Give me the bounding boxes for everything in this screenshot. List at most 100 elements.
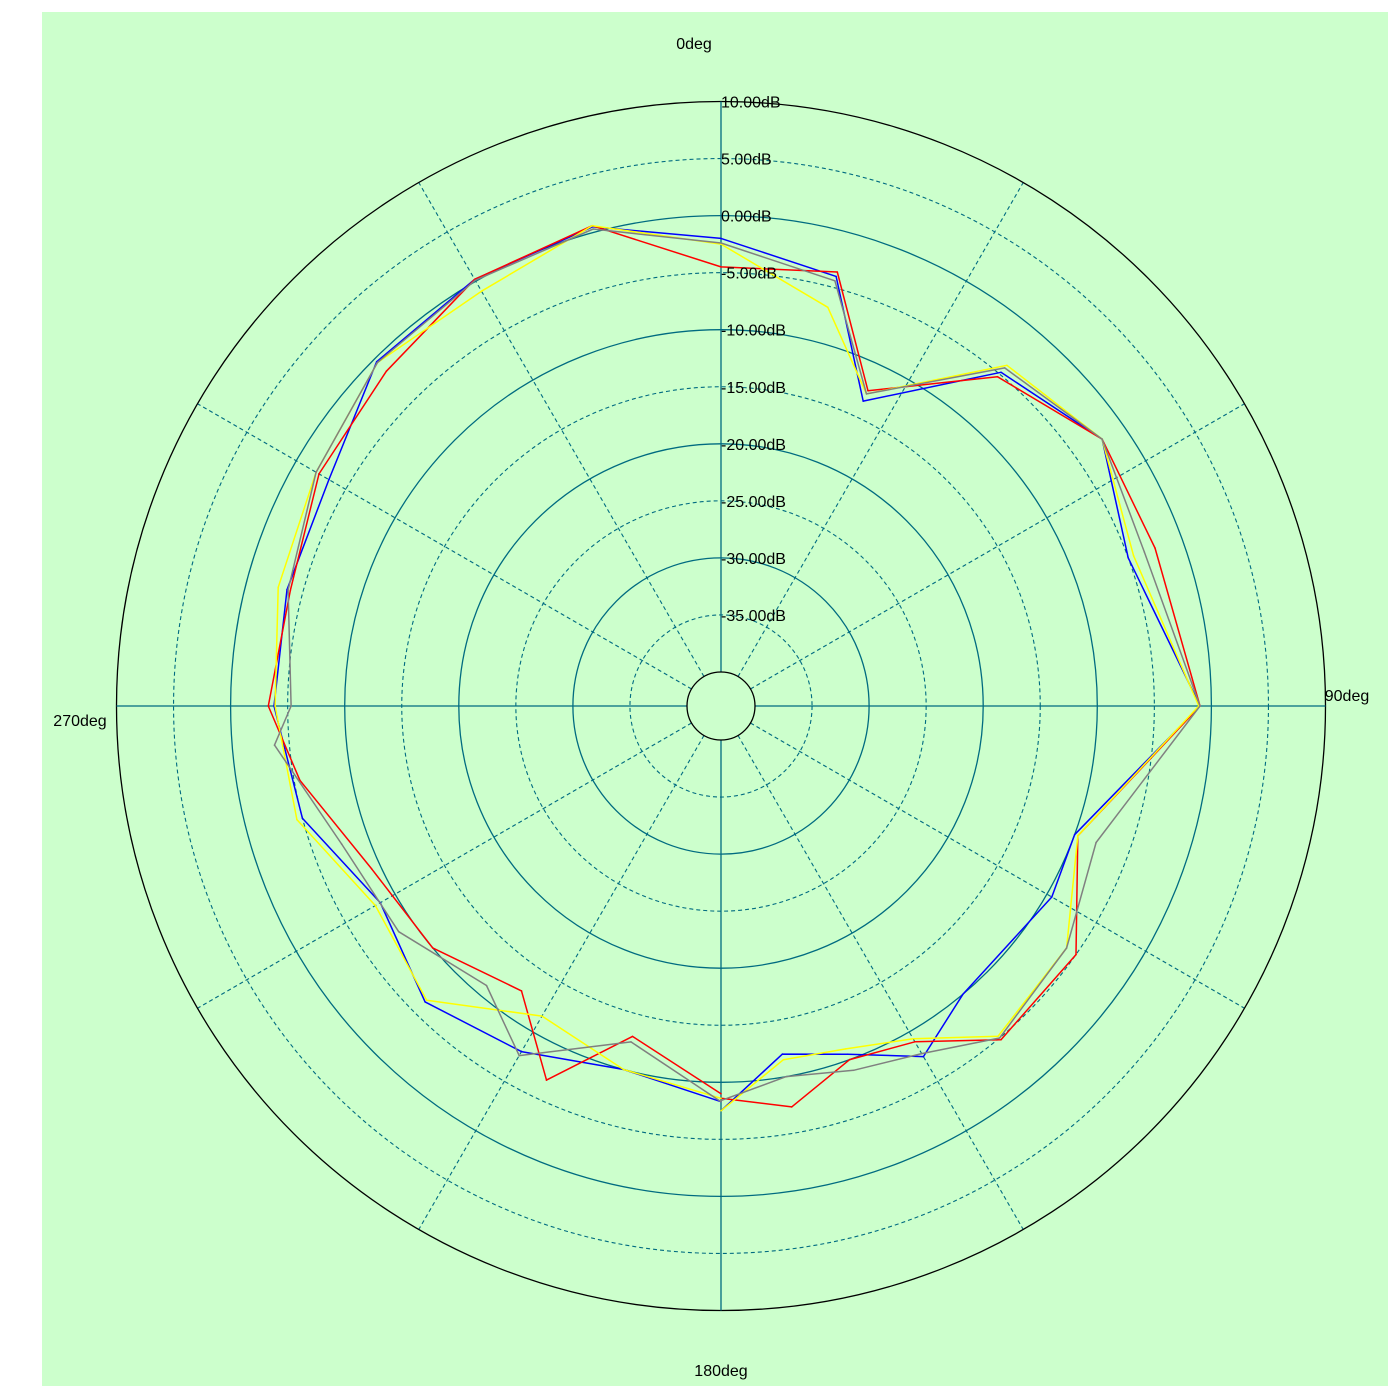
series-2-point	[370, 868, 373, 870]
series-2-point	[1075, 953, 1077, 956]
radial-tick-label: -15.00dB	[721, 380, 786, 397]
series-3-point	[1006, 364, 1008, 367]
radial-tick-label: -35.00dB	[721, 608, 786, 625]
series-3-point	[374, 904, 377, 907]
angle-gridline	[750, 722, 1245, 1009]
series-4-point	[518, 1054, 520, 1057]
angle-label-0: 0deg	[676, 36, 712, 53]
radial-tick-label: -30.00dB	[721, 551, 786, 568]
radial-tick-label: 10.00dB	[721, 95, 781, 112]
series-2-point	[1000, 1038, 1002, 1041]
series-1-point	[328, 478, 330, 481]
series-4-point	[920, 1052, 923, 1055]
series-4-point	[1199, 705, 1201, 707]
series-3-point	[720, 1110, 722, 1112]
series-line-2	[267, 224, 1201, 1108]
series-1-point	[847, 1053, 849, 1055]
series-4-point	[865, 393, 868, 395]
series-1-point	[720, 237, 722, 240]
series-line-1	[273, 226, 1201, 1112]
series-4-point	[852, 1069, 855, 1072]
radial-tick-label: -5.00dB	[721, 266, 777, 283]
series-4-point	[397, 930, 400, 933]
series-4-point	[287, 589, 289, 591]
series-3-point	[845, 1048, 847, 1050]
radial-tick-label: 5.00dB	[721, 152, 772, 169]
series-2-point	[267, 705, 270, 707]
radial-tick-label: 0.00dB	[721, 209, 772, 226]
series-4-point	[474, 279, 477, 282]
series-2-point	[848, 1058, 851, 1061]
series-3-point	[274, 705, 276, 707]
series-1-point	[1127, 557, 1129, 559]
series-4-point	[1065, 947, 1068, 949]
center-circle	[686, 671, 756, 741]
series-3-point	[782, 1058, 785, 1061]
center-hole	[686, 671, 756, 741]
series-3-point	[720, 1097, 722, 1100]
series-2-point	[1154, 547, 1156, 549]
series-4-point	[592, 228, 594, 230]
series-4-point	[630, 1041, 632, 1043]
angle-label-90: 90deg	[1325, 688, 1370, 705]
series-2-point	[631, 1035, 634, 1038]
series-3-point	[912, 1038, 914, 1040]
series-2-point	[914, 1041, 916, 1043]
series-2-point	[431, 947, 434, 949]
series-4-point	[1143, 551, 1146, 553]
series-3-point	[425, 999, 428, 1002]
series-4-point	[340, 843, 343, 845]
angle-gridline	[737, 735, 1024, 1230]
series-2-point	[720, 1092, 722, 1095]
series-4-point	[998, 1037, 1001, 1039]
series-2-point	[720, 266, 722, 268]
series-1-point	[1000, 371, 1002, 374]
radial-tick-label: -10.00dB	[721, 323, 786, 340]
angle-label-270: 270deg	[53, 713, 106, 730]
series-2-point	[520, 990, 523, 992]
series-3-point	[277, 586, 279, 589]
series-3-point	[541, 1015, 543, 1017]
series-3-point	[1132, 555, 1135, 557]
series-4-point	[273, 744, 276, 746]
series-4-point	[485, 984, 488, 987]
radial-tick-label: -25.00dB	[721, 494, 786, 511]
series-4-point	[1101, 438, 1103, 440]
series-2-point	[836, 271, 839, 273]
series-2-point	[318, 473, 320, 475]
series-3-point	[997, 1035, 999, 1037]
series-4-point	[720, 242, 722, 244]
series-1-point	[301, 817, 304, 819]
series-line-3	[274, 224, 1200, 1112]
series-4-point	[1003, 367, 1006, 369]
series-1-point	[862, 400, 864, 402]
series-1-point	[424, 1001, 426, 1003]
series-4-point	[720, 1100, 722, 1103]
series-4-point	[376, 361, 379, 364]
series-2-point	[385, 370, 388, 373]
radial-tick-label: -20.00dB	[721, 437, 786, 454]
series-2-point	[545, 1079, 548, 1081]
plot-area: 10.00dB 5.00dB 0.00dB -5.00dB -10.00dB -15.00…	[42, 12, 1388, 1386]
series-4-point	[834, 280, 836, 282]
series-1-point	[835, 275, 837, 278]
series-2-point	[790, 1106, 793, 1108]
angle-gridline	[737, 182, 1024, 677]
series-1-point	[922, 1055, 925, 1058]
series-3-point	[591, 224, 594, 227]
series-1-point	[962, 993, 964, 996]
series-2-point	[867, 390, 869, 392]
series-3-point	[296, 818, 298, 821]
series-4-point	[785, 1075, 788, 1078]
series-3-point	[622, 1068, 625, 1071]
series-3-point	[1077, 835, 1079, 837]
series-4-point	[1095, 841, 1097, 844]
series-4-point	[290, 705, 292, 707]
angle-gridline	[418, 182, 705, 677]
angle-label-180: 180deg	[694, 1363, 747, 1380]
series-3-point	[827, 306, 829, 309]
series-1-point	[1051, 896, 1053, 898]
series-1-point	[781, 1053, 784, 1055]
axis-labels: 10.00dB 5.00dB 0.00dB -5.00dB -10.00dB -15.00…	[53, 36, 1369, 1380]
series-3-point	[480, 290, 483, 293]
